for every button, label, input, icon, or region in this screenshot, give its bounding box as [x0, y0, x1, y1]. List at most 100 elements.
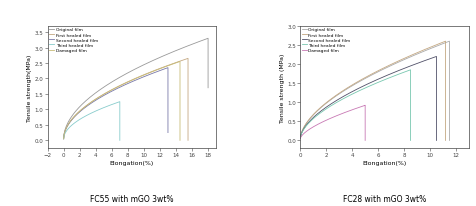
Damaged film	[318, 122, 324, 124]
Third healed film	[79, 117, 85, 120]
Third healed film	[117, 139, 123, 142]
Third healed film	[100, 107, 106, 110]
Original film	[298, 138, 303, 140]
First healed film	[436, 44, 441, 46]
Line: First healed film: First healed film	[64, 59, 188, 141]
Damaged film	[362, 139, 368, 142]
Line: Third healed film: Third healed film	[300, 70, 410, 141]
Original film	[61, 138, 67, 140]
Text: FC55 with mGO 3wt%: FC55 with mGO 3wt%	[90, 194, 174, 204]
First healed film	[180, 60, 186, 62]
First healed film	[148, 71, 153, 74]
Original film	[439, 44, 445, 46]
Third healed film	[407, 69, 413, 72]
First healed film	[185, 58, 191, 60]
Second healed film	[134, 79, 139, 82]
Damaged film	[171, 63, 177, 66]
Second healed film	[95, 98, 100, 101]
Damaged film	[156, 69, 161, 71]
First healed film	[416, 52, 422, 54]
Original film	[199, 40, 205, 43]
Y-axis label: Tensile strength(MPa): Tensile strength(MPa)	[27, 54, 32, 121]
First healed film	[162, 66, 168, 68]
First healed film	[399, 59, 405, 61]
Second healed film	[165, 132, 171, 134]
Second healed film	[160, 69, 166, 71]
Original film	[440, 43, 446, 46]
Second healed film	[342, 95, 347, 98]
X-axis label: Elongation(%): Elongation(%)	[363, 160, 407, 165]
Damaged film	[359, 105, 365, 108]
Line: Damaged film: Damaged film	[64, 62, 180, 141]
Damaged film	[168, 64, 174, 67]
Second healed film	[393, 71, 398, 74]
Third healed film	[61, 138, 67, 140]
Original film	[178, 48, 184, 50]
Damaged film	[362, 104, 368, 107]
Original film	[205, 87, 211, 90]
Original film	[198, 41, 204, 43]
First healed film	[185, 139, 191, 142]
Second healed film	[160, 69, 166, 71]
Line: Damaged film: Damaged film	[300, 106, 365, 141]
Third healed film	[403, 71, 408, 73]
Original film	[346, 87, 352, 90]
Damaged film	[343, 111, 348, 114]
Damaged film	[142, 74, 148, 76]
Third healed film	[114, 102, 120, 104]
Legend: Original film, First healed film, Second healed film, Third healed film, Damaged: Original film, First healed film, Second…	[49, 28, 98, 53]
Original film	[162, 55, 168, 57]
Third healed film	[375, 82, 380, 84]
Line: Original film: Original film	[300, 42, 449, 141]
X-axis label: Elongation(%): Elongation(%)	[110, 160, 154, 165]
Damaged film	[177, 61, 183, 63]
Second healed film	[165, 67, 171, 70]
Original film	[435, 45, 441, 48]
Original film	[402, 59, 407, 61]
First healed film	[345, 87, 350, 90]
Damaged film	[61, 138, 67, 140]
Second healed film	[423, 60, 429, 62]
Damaged film	[350, 109, 356, 111]
Second healed film	[146, 74, 152, 77]
Third healed film	[399, 72, 405, 75]
Original film	[108, 82, 113, 85]
Original film	[419, 52, 425, 54]
First healed film	[298, 138, 303, 140]
Original film	[205, 38, 211, 40]
Second healed film	[434, 56, 439, 58]
Third healed film	[407, 139, 413, 142]
Original film	[446, 139, 452, 142]
Original film	[194, 42, 200, 44]
Second healed film	[427, 58, 433, 61]
Third healed film	[298, 138, 303, 140]
Damaged film	[298, 138, 303, 140]
First healed film	[61, 138, 67, 140]
Third healed film	[117, 101, 123, 103]
Damaged film	[99, 95, 104, 97]
First healed film	[443, 41, 448, 43]
First healed film	[101, 93, 107, 96]
Second healed film	[408, 65, 414, 68]
Damaged film	[357, 106, 363, 109]
First healed film	[179, 60, 185, 62]
Line: First healed film: First healed film	[300, 42, 446, 141]
Damaged film	[172, 63, 178, 65]
First healed film	[432, 45, 437, 48]
Third healed film	[333, 102, 339, 104]
Y-axis label: Tensile strength (MPa): Tensile strength (MPa)	[280, 53, 285, 122]
Third healed film	[402, 71, 408, 74]
Line: Second healed film: Second healed film	[300, 57, 436, 141]
Legend: Original film, First healed film, Second healed film, Third healed film, Damaged: Original film, First healed film, Second…	[301, 28, 351, 53]
Line: Third healed film: Third healed film	[64, 102, 120, 141]
Line: Second healed film: Second healed film	[64, 68, 168, 139]
Original film	[446, 41, 452, 43]
First healed film	[436, 43, 442, 46]
Damaged film	[359, 106, 365, 108]
First healed film	[443, 139, 448, 142]
Line: Original film: Original film	[64, 39, 208, 139]
Second healed film	[298, 138, 303, 140]
Third healed film	[115, 102, 120, 104]
Third healed film	[107, 105, 112, 107]
Second healed film	[434, 139, 439, 142]
